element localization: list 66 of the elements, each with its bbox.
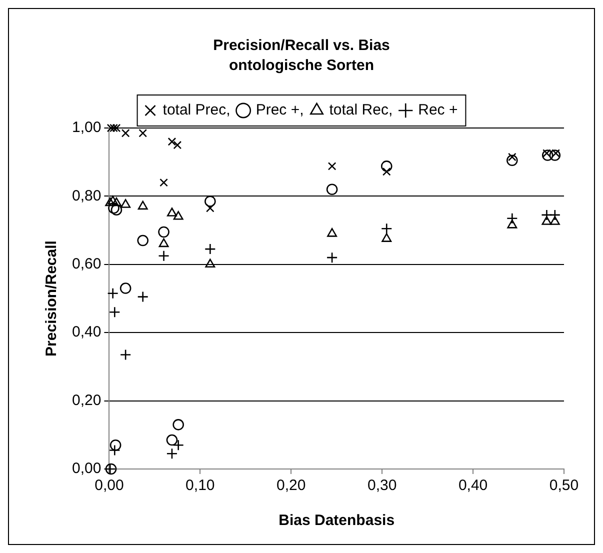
x-tick-label: 0,20 — [276, 477, 306, 494]
point — [110, 204, 122, 216]
point — [121, 128, 130, 138]
point — [111, 197, 122, 206]
x-tick-label: 0,50 — [549, 477, 579, 494]
point — [542, 216, 552, 225]
y-tick-label: 0,60 — [72, 256, 102, 273]
x-axis-title: Bias Datenbasis — [278, 512, 395, 530]
x-tick-label: 0,40 — [458, 477, 488, 494]
point — [110, 124, 118, 132]
point — [137, 234, 148, 246]
point — [105, 197, 116, 206]
point — [542, 150, 554, 161]
point — [508, 152, 516, 162]
point — [108, 196, 118, 204]
y-tick-label: 0,00 — [72, 460, 102, 478]
y-axis-title: Precision/Recall — [43, 240, 60, 356]
point — [110, 439, 122, 451]
point — [166, 208, 177, 216]
point — [112, 124, 121, 132]
point — [327, 228, 338, 237]
point — [506, 154, 518, 166]
y-tick-label: 0,20 — [72, 392, 102, 409]
point — [108, 202, 120, 214]
point — [380, 222, 392, 234]
point — [106, 124, 116, 132]
point — [326, 252, 338, 264]
chart-title: Precision/Recall vs. Bias — [213, 37, 390, 54]
point — [204, 196, 216, 207]
y-tick-label: 1,00 — [72, 119, 102, 136]
point — [550, 216, 560, 225]
point — [138, 128, 148, 138]
x-tick-label: 0,00 — [94, 477, 124, 494]
legend-label: total Rec, — [329, 102, 393, 119]
point — [166, 448, 178, 460]
point — [120, 349, 132, 360]
point — [328, 162, 336, 170]
point — [382, 233, 392, 242]
y-tick-label: 0,80 — [72, 187, 102, 204]
point — [507, 220, 518, 228]
point — [172, 419, 184, 430]
x-tick-label: 0,30 — [367, 477, 397, 494]
legend-label: Rec + — [418, 102, 458, 119]
point — [166, 434, 178, 446]
point — [549, 150, 561, 161]
point — [380, 160, 392, 172]
point — [205, 258, 216, 268]
point — [173, 211, 184, 220]
point — [158, 238, 169, 248]
legend-label: Prec +, — [256, 102, 304, 119]
legend-label: total Prec, — [162, 102, 230, 119]
point — [168, 137, 176, 146]
point — [173, 140, 182, 150]
point — [120, 282, 132, 294]
chart-subtitle: ontologische Sorten — [228, 57, 374, 74]
point — [542, 149, 551, 158]
point — [160, 178, 168, 187]
y-tick-label: 0,40 — [72, 324, 102, 341]
x-tick-label: 0,10 — [186, 477, 215, 494]
point — [138, 200, 148, 210]
point — [382, 167, 391, 176]
point — [206, 204, 214, 212]
point — [326, 184, 338, 196]
point — [204, 243, 216, 255]
point — [158, 226, 170, 238]
point — [120, 199, 131, 208]
